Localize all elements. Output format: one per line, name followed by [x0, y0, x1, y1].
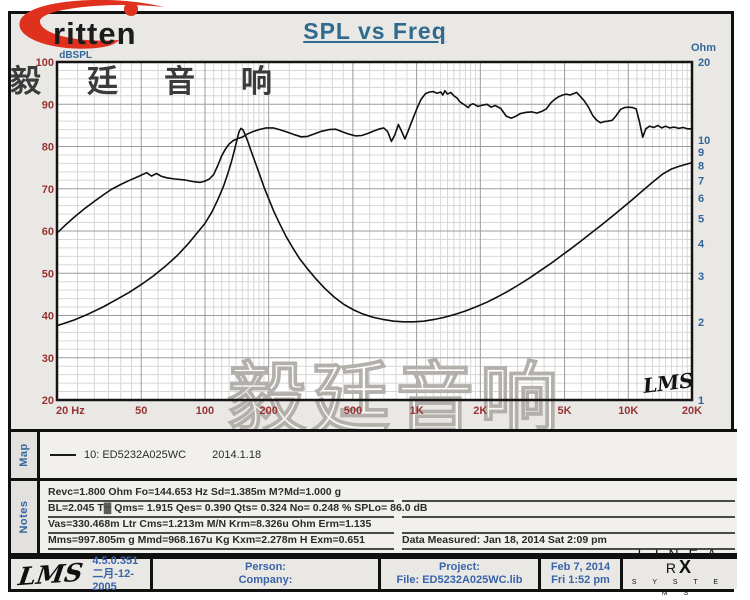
svg-text:200: 200 [259, 405, 277, 417]
svg-text:30: 30 [42, 353, 54, 365]
logo-swoosh-icon [19, 0, 164, 49]
svg-text:Ohm: Ohm [691, 42, 716, 54]
svg-text:10K: 10K [618, 405, 638, 417]
svg-text:5K: 5K [558, 405, 572, 417]
linearx-logo: L I N E A RX S Y S T E M S [631, 546, 726, 597]
notes-section: Notes Revc=1.800 Ohm Fo=144.653 Hz Sd=1.… [11, 481, 737, 556]
map-section-label: Map [11, 432, 40, 478]
brand-logo: ritten [12, 0, 192, 54]
svg-text:8: 8 [698, 160, 704, 172]
map-section: Map 10: ED5232A025WC 2014.1.18 [11, 429, 737, 481]
svg-text:1K: 1K [410, 405, 424, 417]
svg-text:500: 500 [344, 405, 362, 417]
svg-text:50: 50 [42, 268, 54, 280]
notes-line-1: Revc=1.800 Ohm Fo=144.653 Hz Sd=1.385m M… [48, 485, 394, 502]
svg-text:2: 2 [698, 317, 704, 329]
person-label: Person: [245, 561, 286, 573]
company-name-chinese: 毅廷音响 [10, 64, 318, 99]
svg-text:50: 50 [135, 405, 147, 417]
legend-curve-id: 10: ED5232A025WC [84, 449, 187, 461]
svg-text:100: 100 [36, 57, 54, 69]
brand-logo-text: ritten [53, 16, 137, 51]
lms-logo: LMS [16, 557, 85, 591]
curve-legend: 10: ED5232A025WC 2014.1.18 [50, 449, 261, 461]
print-time: Fri 1:52 pm [551, 574, 610, 586]
svg-text:4: 4 [698, 239, 705, 251]
legend-curve-date: 2014.1.18 [212, 449, 262, 461]
file-label: File: ED5232A025WC.lib [396, 574, 523, 586]
chart-title: SPL vs Freq [303, 18, 447, 44]
notes-content: Revc=1.800 Ohm Fo=144.653 Hz Sd=1.385m M… [40, 481, 737, 553]
svg-text:3: 3 [698, 271, 704, 283]
footer-linearx-cell: L I N E A RX S Y S T E M S [620, 547, 734, 597]
footer-person-cell: Person: Company: [150, 559, 378, 589]
svg-text:6: 6 [698, 193, 704, 205]
notes-rule-right-3 [402, 517, 735, 534]
notes-line-2: BL=2.045 T▓ Qms= 1.915 Qes= 0.390 Qts= 0… [48, 501, 427, 518]
notes-rule-right-1 [402, 485, 735, 502]
svg-text:2K: 2K [473, 405, 487, 417]
svg-text:9: 9 [698, 147, 704, 159]
svg-text:20: 20 [42, 395, 54, 407]
svg-text:70: 70 [42, 184, 54, 196]
map-content: 10: ED5232A025WC 2014.1.18 [40, 432, 737, 478]
software-date: 二月-12-2005 [92, 567, 134, 593]
svg-text:80: 80 [42, 142, 54, 154]
legend-line-swatch [50, 454, 76, 456]
svg-text:dBSPL: dBSPL [59, 50, 92, 61]
svg-text:40: 40 [42, 311, 54, 323]
svg-text:毅廷音响: 毅廷音响 [228, 354, 564, 430]
project-label: Project: [439, 561, 480, 573]
svg-text:10: 10 [698, 135, 710, 147]
svg-text:20 Hz: 20 Hz [56, 405, 85, 417]
svg-text:7: 7 [698, 175, 704, 187]
footer-date-cell: Feb 7, 2014 Fri 1:52 pm [538, 559, 620, 589]
notes-section-label: Notes [11, 481, 40, 553]
footer-version-cell: LMS 4.5.0.351 二月-12-2005 [11, 555, 150, 593]
svg-text:60: 60 [42, 226, 54, 238]
footer-bar: LMS 4.5.0.351 二月-12-2005 Person: Company… [11, 547, 737, 597]
svg-text:90: 90 [42, 99, 54, 111]
notes-line-4: Mms=997.805m g Mmd=968.167u Kg Kxm=2.278… [48, 533, 394, 550]
svg-text:100: 100 [196, 405, 214, 417]
svg-text:20: 20 [698, 57, 710, 69]
notes-line-3: Vas=330.468m Ltr Cms=1.213m M/N Krm=8.32… [48, 517, 394, 534]
notes-rule-right-2 [402, 501, 735, 518]
data-measured-line: Data Measured: Jan 18, 2014 Sat 2:09 pm [402, 533, 735, 550]
footer-project-cell: Project: File: ED5232A025WC.lib [378, 559, 538, 589]
print-date: Feb 7, 2014 [550, 561, 611, 573]
software-version: 4.5.0.351 [92, 554, 139, 567]
svg-text:20K: 20K [682, 405, 702, 417]
svg-text:5: 5 [698, 213, 704, 225]
company-label: Company: [238, 574, 293, 586]
svg-text:1: 1 [698, 395, 704, 407]
